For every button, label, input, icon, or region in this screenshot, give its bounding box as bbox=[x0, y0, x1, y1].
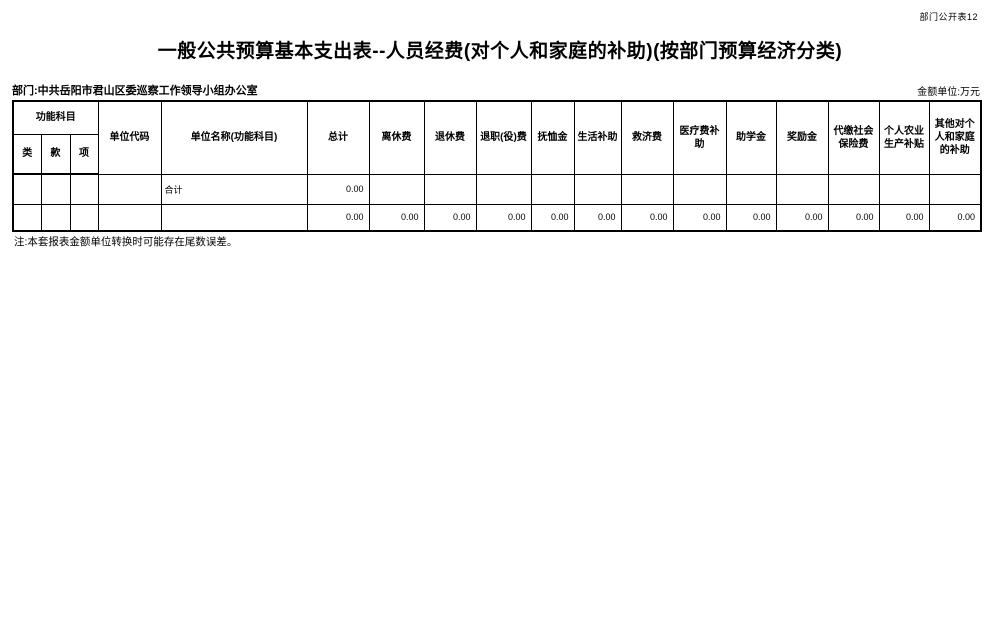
header-nongyebutie: 个人农业生产补贴 bbox=[878, 100, 930, 175]
footnote: 注:本套报表金额单位转换时可能存在尾数误差。 bbox=[14, 236, 238, 248]
header-kuan: 款 bbox=[40, 133, 71, 175]
header-total: 总计 bbox=[306, 100, 370, 175]
header-tuixiufei: 退休费 bbox=[423, 100, 477, 175]
header-xiang: 项 bbox=[69, 133, 99, 175]
cell-value: 0.00 bbox=[878, 203, 930, 232]
cell-value bbox=[672, 173, 727, 205]
cell-unit-name: 合计 bbox=[160, 173, 308, 205]
cell-lei bbox=[12, 173, 42, 205]
cell-value bbox=[725, 173, 777, 205]
cell-value bbox=[530, 173, 575, 205]
table-row-total: 合计 0.00 bbox=[12, 173, 982, 205]
header-jiujifei: 救济费 bbox=[620, 100, 674, 175]
table-row-detail: 0.00 0.00 0.00 0.00 0.00 0.00 0.00 0.00 … bbox=[12, 203, 982, 232]
header-func-group: 功能科目 bbox=[12, 100, 99, 135]
cell-value: 0.00 bbox=[672, 203, 727, 232]
cell-xiang bbox=[69, 203, 99, 232]
cell-value: 0.00 bbox=[775, 203, 829, 232]
header-fuxujin: 抚恤金 bbox=[530, 100, 575, 175]
cell-value bbox=[878, 173, 930, 205]
cell-lei bbox=[12, 203, 42, 232]
page-title: 一般公共预算基本支出表--人员经费(对个人和家庭的补助)(按部门预算经济分类) bbox=[157, 41, 843, 62]
budget-table: 功能科目 单位代码 单位名称(功能科目) 总计 离休费 退休费 退职(役)费 抚… bbox=[12, 100, 983, 232]
header-qitabuzhu: 其他对个人和家庭的补助 bbox=[928, 100, 982, 175]
cell-value: 0.00 bbox=[368, 203, 425, 232]
meta-row: 部门:中共岳阳市君山区委巡察工作领导小组办公室 金额单位:万元 bbox=[12, 82, 980, 98]
header-shenghuobuzhu: 生活补助 bbox=[573, 100, 622, 175]
cell-unit-code bbox=[97, 203, 162, 232]
cell-value: 0.00 bbox=[475, 203, 532, 232]
cell-value bbox=[423, 173, 477, 205]
cell-value: 0.00 bbox=[306, 203, 370, 232]
cell-value: 0.00 bbox=[573, 203, 622, 232]
department-label: 部门:中共岳阳市君山区委巡察工作领导小组办公室 bbox=[12, 85, 258, 97]
header-yiliaofeibuzhu: 医疗费补助 bbox=[672, 100, 727, 175]
header-lixiufei: 离休费 bbox=[368, 100, 425, 175]
header-unit-name: 单位名称(功能科目) bbox=[160, 100, 308, 175]
cell-value: 0.00 bbox=[620, 203, 674, 232]
header-daijiaoshebao: 代缴社会保险费 bbox=[827, 100, 880, 175]
cell-value bbox=[573, 173, 622, 205]
corner-label: 部门公开表12 bbox=[919, 12, 978, 22]
cell-value bbox=[928, 173, 982, 205]
cell-unit-code bbox=[97, 173, 162, 205]
cell-unit-name bbox=[160, 203, 308, 232]
cell-value: 0.00 bbox=[928, 203, 982, 232]
cell-value: 0.00 bbox=[827, 203, 880, 232]
header-jianglijin: 奖励金 bbox=[775, 100, 829, 175]
cell-value: 0.00 bbox=[306, 173, 370, 205]
cell-value bbox=[475, 173, 532, 205]
cell-value bbox=[368, 173, 425, 205]
cell-kuan bbox=[40, 173, 71, 205]
cell-value bbox=[775, 173, 829, 205]
unit-label: 金额单位:万元 bbox=[917, 87, 980, 98]
cell-value: 0.00 bbox=[725, 203, 777, 232]
cell-value bbox=[620, 173, 674, 205]
cell-kuan bbox=[40, 203, 71, 232]
header-zhuxuejin: 助学金 bbox=[725, 100, 777, 175]
header-tuizhifei: 退职(役)费 bbox=[475, 100, 532, 175]
cell-xiang bbox=[69, 173, 99, 205]
cell-value: 0.00 bbox=[530, 203, 575, 232]
cell-value bbox=[827, 173, 880, 205]
header-unit-code: 单位代码 bbox=[97, 100, 162, 175]
cell-value: 0.00 bbox=[423, 203, 477, 232]
header-lei: 类 bbox=[12, 133, 42, 175]
